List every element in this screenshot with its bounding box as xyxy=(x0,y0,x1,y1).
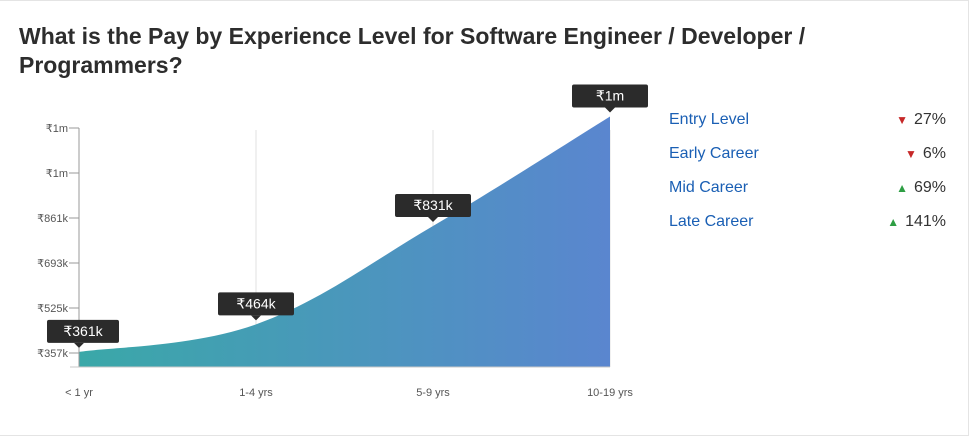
y-tick-label: ₹861k xyxy=(37,213,68,225)
data-label-pointer xyxy=(251,315,261,321)
x-tick-label: 10-19 yrs xyxy=(587,387,633,399)
legend-change: ▼ 27% xyxy=(896,108,946,132)
legend-row-mid-career[interactable]: Mid Career ▲ 69% xyxy=(669,176,959,210)
legend-label[interactable]: Mid Career xyxy=(669,179,749,196)
data-label-text: ₹464k xyxy=(236,295,276,311)
legend-change-value: 141% xyxy=(905,213,946,230)
pay-area xyxy=(79,116,610,367)
chart-title: What is the Pay by Experience Level for … xyxy=(19,23,806,78)
data-label-box xyxy=(218,292,294,316)
y-tick-label: ₹357k xyxy=(37,348,68,360)
data-label-pointer xyxy=(605,107,615,113)
experience-legend: Entry Level ▼ 27% Early Career ▼ 6% Mid Ca… xyxy=(669,108,959,244)
data-label-pointer xyxy=(428,217,438,223)
legend-row-late-career[interactable]: Late Career ▲ 141% xyxy=(669,210,959,244)
y-tick-label: ₹1m xyxy=(46,123,68,135)
data-label-box xyxy=(572,84,648,108)
data-label: ₹831k xyxy=(395,194,471,223)
triangle-up-icon: ▲ xyxy=(896,181,908,195)
triangle-down-icon: ▼ xyxy=(904,147,917,161)
y-tick-label: ₹1m xyxy=(46,168,68,180)
data-label-text: ₹361k xyxy=(63,323,103,339)
legend-label[interactable]: Entry Level xyxy=(669,111,750,128)
legend-label[interactable]: Early Career xyxy=(669,145,759,162)
data-label-box xyxy=(47,319,119,343)
data-label: ₹1m xyxy=(572,84,648,113)
data-label-text: ₹831k xyxy=(413,197,453,213)
data-label-box xyxy=(395,194,471,218)
legend-label[interactable]: Late Career xyxy=(669,213,754,230)
legend-change-value: 69% xyxy=(913,179,946,196)
y-tick-label: ₹525k xyxy=(37,303,68,315)
legend-row-entry-level[interactable]: Entry Level ▼ 27% xyxy=(669,108,959,142)
data-label: ₹361k xyxy=(47,319,119,348)
data-label-pointer xyxy=(74,342,84,348)
triangle-down-icon: ▼ xyxy=(896,113,908,127)
legend-change-value: 27% xyxy=(913,111,946,128)
x-tick-label: 5-9 yrs xyxy=(416,387,450,399)
legend-change: ▲ 69% xyxy=(896,176,946,200)
legend-change: ▼ 6% xyxy=(905,142,946,166)
legend-change-value: 6% xyxy=(922,145,946,162)
triangle-up-icon: ▲ xyxy=(887,215,900,229)
legend-change: ▲ 141% xyxy=(887,210,946,234)
data-label-text: ₹1m xyxy=(596,87,624,103)
x-tick-label: < 1 yr xyxy=(65,387,93,399)
legend-row-early-career[interactable]: Early Career ▼ 6% xyxy=(669,142,959,176)
x-tick-label: 1-4 yrs xyxy=(239,387,273,399)
data-label: ₹464k xyxy=(218,292,294,321)
y-tick-label: ₹693k xyxy=(37,258,68,270)
